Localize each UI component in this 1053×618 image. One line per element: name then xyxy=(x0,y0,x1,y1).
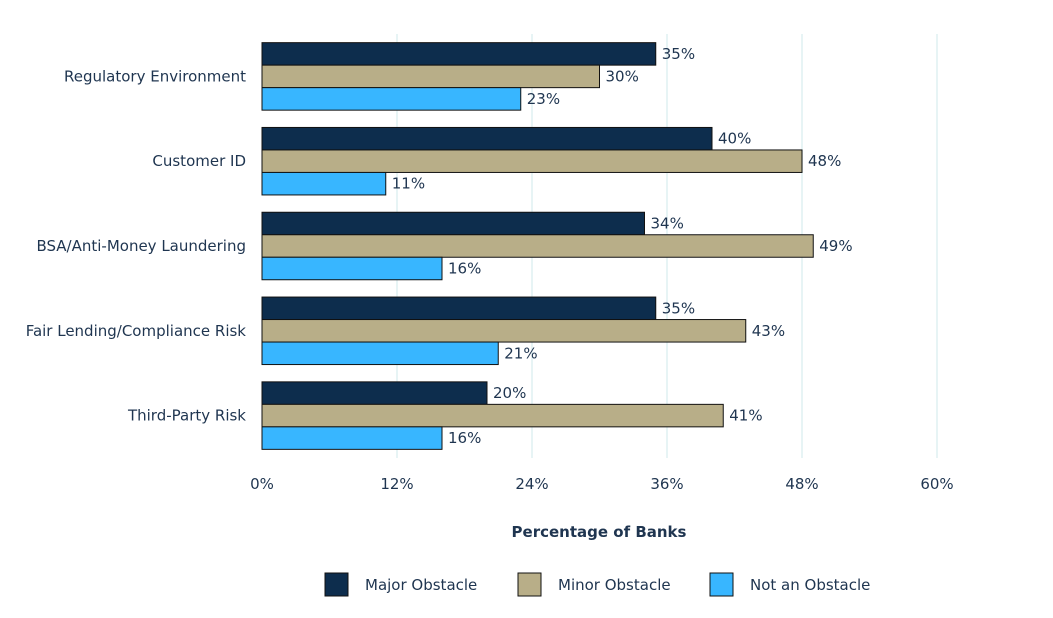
data-label-regulatory-environment-not-an-obstacle: 23% xyxy=(527,90,560,108)
category-label-fair-lending-compliance-risk: Fair Lending/Compliance Risk xyxy=(26,322,247,340)
bar-regulatory-environment-minor-obstacle[interactable] xyxy=(261,64,600,89)
data-label-customer-id-minor-obstacle: 48% xyxy=(808,152,841,170)
data-label-fair-lending-compliance-risk-not-an-obstacle: 21% xyxy=(504,344,537,362)
bar-third-party-risk-not-an-obstacle[interactable] xyxy=(261,426,443,450)
bar-bsa-anti-money-laundering-major-obstacle[interactable] xyxy=(261,211,645,236)
x-tick-label-48: 48% xyxy=(785,475,818,493)
bars-group xyxy=(261,42,814,450)
legend-swatch-major-obstacle[interactable] xyxy=(324,572,349,597)
legend-swatch-not-an-obstacle[interactable] xyxy=(709,572,734,597)
data-label-customer-id-major-obstacle: 40% xyxy=(718,130,751,148)
legend-label-minor-obstacle[interactable]: Minor Obstacle xyxy=(558,576,671,594)
data-label-bsa-anti-money-laundering-minor-obstacle: 49% xyxy=(819,237,852,255)
bar-third-party-risk-major-obstacle[interactable] xyxy=(261,381,488,405)
bar-regulatory-environment-major-obstacle[interactable] xyxy=(261,42,657,66)
x-tick-label-0: 0% xyxy=(250,475,274,493)
x-tick-label-12: 12% xyxy=(380,475,413,493)
x-axis-title: Percentage of Banks xyxy=(512,523,687,541)
x-tick-label-60: 60% xyxy=(920,475,953,493)
x-axis: 0% 12% 24% 36% 48% 60% xyxy=(250,475,954,493)
category-label-regulatory-environment: Regulatory Environment xyxy=(64,67,246,85)
category-label-third-party-risk: Third-Party Risk xyxy=(127,407,246,425)
bar-fair-lending-compliance-risk-major-obstacle[interactable] xyxy=(261,296,657,321)
category-label-customer-id: Customer ID xyxy=(152,152,246,170)
bar-bsa-anti-money-laundering-not-an-obstacle[interactable] xyxy=(261,256,443,281)
data-label-regulatory-environment-minor-obstacle: 30% xyxy=(606,67,639,85)
legend-swatch-minor-obstacle[interactable] xyxy=(517,572,542,597)
bar-fair-lending-compliance-risk-not-an-obstacle[interactable] xyxy=(261,341,499,366)
data-label-bsa-anti-money-laundering-not-an-obstacle: 16% xyxy=(448,260,481,278)
bar-bsa-anti-money-laundering-minor-obstacle[interactable] xyxy=(261,234,814,258)
bar-third-party-risk-minor-obstacle[interactable] xyxy=(261,403,724,428)
data-label-third-party-risk-major-obstacle: 20% xyxy=(493,384,526,402)
bar-customer-id-minor-obstacle[interactable] xyxy=(261,149,803,173)
bar-fair-lending-compliance-risk-minor-obstacle[interactable] xyxy=(261,319,747,343)
data-label-fair-lending-compliance-risk-minor-obstacle: 43% xyxy=(752,322,785,340)
legend-label-major-obstacle[interactable]: Major Obstacle xyxy=(365,576,477,594)
data-label-bsa-anti-money-laundering-major-obstacle: 34% xyxy=(651,215,684,233)
data-label-regulatory-environment-major-obstacle: 35% xyxy=(662,45,695,63)
bar-customer-id-major-obstacle[interactable] xyxy=(261,126,713,151)
data-label-third-party-risk-not-an-obstacle: 16% xyxy=(448,429,481,447)
data-label-third-party-risk-minor-obstacle: 41% xyxy=(729,407,762,425)
data-label-fair-lending-compliance-risk-major-obstacle: 35% xyxy=(662,299,695,317)
category-label-bsa-anti-money-laundering: BSA/Anti-Money Laundering xyxy=(36,237,246,255)
data-label-customer-id-not-an-obstacle: 11% xyxy=(392,175,425,193)
labels-group: Regulatory Environment 35% 30% 23% Customer … xyxy=(26,45,853,447)
legend: Major Obstacle Minor Obstacle Not an Obsta… xyxy=(324,572,870,597)
x-tick-label-36: 36% xyxy=(650,475,683,493)
bar-regulatory-environment-not-an-obstacle[interactable] xyxy=(261,87,522,111)
x-tick-label-24: 24% xyxy=(515,475,548,493)
legend-label-not-an-obstacle[interactable]: Not an Obstacle xyxy=(750,576,870,594)
bar-customer-id-not-an-obstacle[interactable] xyxy=(261,171,387,196)
